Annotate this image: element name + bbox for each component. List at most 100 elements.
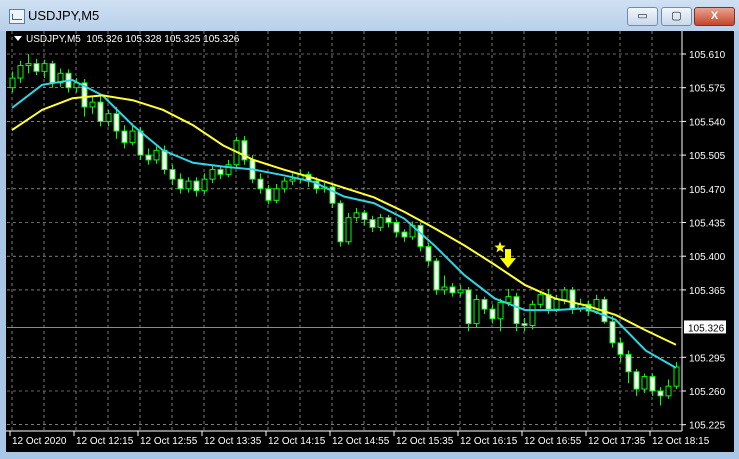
- bearish-candle: [569, 289, 576, 310]
- chart-symbol: USDJPY,M5: [26, 34, 81, 45]
- price-label: 105.400: [689, 252, 726, 263]
- bullish-candle: [225, 164, 232, 175]
- bullish-candle: [473, 299, 480, 325]
- price-chart[interactable]: 105.610 105.575 105.540 105.505 105.470 105.4…: [6, 31, 734, 452]
- bearish-candle: [177, 178, 184, 190]
- time-label: 12 Oct 17:35: [588, 436, 646, 447]
- bearish-candle: [113, 113, 120, 132]
- bearish-candle: [265, 188, 272, 201]
- bullish-candle: [273, 188, 280, 201]
- bullish-candle: [641, 376, 648, 390]
- chart-header: USDJPY,M5 105.326 105.328 105.325 105.32…: [14, 34, 239, 45]
- time-label: 12 Oct 12:55: [140, 436, 198, 447]
- bearish-candle: [617, 342, 624, 355]
- bearish-candle: [97, 101, 104, 122]
- bullish-candle: [89, 101, 96, 108]
- bearish-candle: [513, 296, 520, 325]
- bearish-candle: [609, 321, 616, 344]
- bearish-candle: [401, 231, 408, 238]
- bullish-candle: [289, 178, 296, 182]
- bearish-candle: [649, 376, 656, 392]
- bullish-candle: [41, 63, 48, 72]
- bearish-candle: [49, 63, 56, 84]
- bearish-candle: [81, 82, 88, 108]
- collapse-triangle-icon[interactable]: [14, 36, 22, 41]
- price-label: 105.505: [689, 151, 726, 162]
- price-label: 105.575: [689, 84, 726, 95]
- ma-slow-line: [11, 94, 677, 346]
- bearish-candle: [433, 260, 440, 291]
- bearish-candle: [417, 224, 424, 248]
- bullish-candle: [505, 296, 512, 303]
- chart-window-icon: [9, 9, 25, 24]
- price-label: 105.435: [689, 219, 726, 230]
- time-label: 12 Oct 14:55: [332, 436, 390, 447]
- bullish-candle: [561, 289, 568, 301]
- time-label: 12 Oct 2020: [12, 436, 67, 447]
- bullish-candle: [673, 366, 680, 387]
- bearish-candle: [521, 323, 528, 327]
- bullish-candle: [105, 113, 112, 122]
- close-button[interactable]: X: [694, 7, 735, 26]
- price-label: 105.610: [689, 50, 726, 61]
- window-title: USDJPY,M5: [28, 8, 100, 23]
- window-titlebar[interactable]: USDJPY,M5 ▭ ▢ X: [0, 0, 739, 31]
- bearish-candle: [145, 154, 152, 161]
- bearish-candle: [449, 286, 456, 294]
- bearish-candle: [425, 246, 432, 262]
- current-price-label: 105.326: [688, 323, 725, 334]
- bearish-candle: [393, 222, 400, 233]
- bullish-candle: [537, 294, 544, 305]
- time-label: 12 Oct 13:35: [204, 436, 262, 447]
- bearish-candle: [465, 289, 472, 325]
- bullish-candle: [17, 65, 24, 79]
- time-label: 12 Oct 16:55: [524, 436, 582, 447]
- current-price-box: [684, 320, 726, 334]
- bullish-candle: [593, 299, 600, 312]
- time-label: 12 Oct 15:35: [396, 436, 454, 447]
- time-label: 12 Oct 12:15: [76, 436, 134, 447]
- bearish-candle: [169, 169, 176, 180]
- time-label: 12 Oct 16:15: [460, 436, 518, 447]
- bullish-candle: [209, 169, 216, 180]
- star-icon: [494, 241, 506, 253]
- bullish-candle: [457, 289, 464, 294]
- bullish-candle: [553, 299, 560, 310]
- price-label: 105.225: [689, 421, 726, 432]
- maximize-button[interactable]: ▢: [661, 7, 692, 26]
- price-label: 105.470: [689, 185, 726, 196]
- bullish-candle: [497, 301, 504, 320]
- bearish-candle: [337, 202, 344, 243]
- bearish-candle: [369, 219, 376, 228]
- chart-ohlc: 105.326 105.328 105.325 105.326: [86, 34, 240, 45]
- price-label: 105.260: [689, 387, 726, 398]
- minimize-button[interactable]: ▭: [627, 7, 658, 26]
- bearish-candle: [385, 217, 392, 224]
- bearish-candle: [657, 390, 664, 397]
- bullish-candle: [529, 303, 536, 327]
- time-label: 12 Oct 18:15: [652, 436, 710, 447]
- bearish-candle: [121, 130, 128, 144]
- price-label: 105.365: [689, 286, 726, 297]
- bearish-candle: [193, 180, 200, 192]
- bullish-candle: [441, 286, 448, 291]
- bullish-candle: [129, 130, 136, 144]
- price-label: 105.295: [689, 353, 726, 364]
- bearish-candle: [217, 169, 224, 175]
- bullish-candle: [9, 77, 16, 89]
- bullish-candle: [377, 217, 384, 228]
- chart-canvas[interactable]: 105.610 105.575 105.540 105.505 105.470 105.4…: [6, 31, 734, 452]
- sell-arrow-icon: [500, 249, 516, 269]
- bearish-candle: [257, 178, 264, 190]
- price-label: 105.540: [689, 117, 726, 128]
- bearish-candle: [33, 63, 40, 72]
- bullish-candle: [281, 180, 288, 190]
- bearish-candle: [361, 212, 368, 221]
- bullish-candle: [353, 212, 360, 219]
- bullish-candle: [201, 178, 208, 192]
- bearish-candle: [489, 308, 496, 320]
- time-label: 12 Oct 14:15: [268, 436, 326, 447]
- bullish-candle: [665, 385, 672, 397]
- bearish-candle: [481, 299, 488, 310]
- bullish-candle: [185, 180, 192, 190]
